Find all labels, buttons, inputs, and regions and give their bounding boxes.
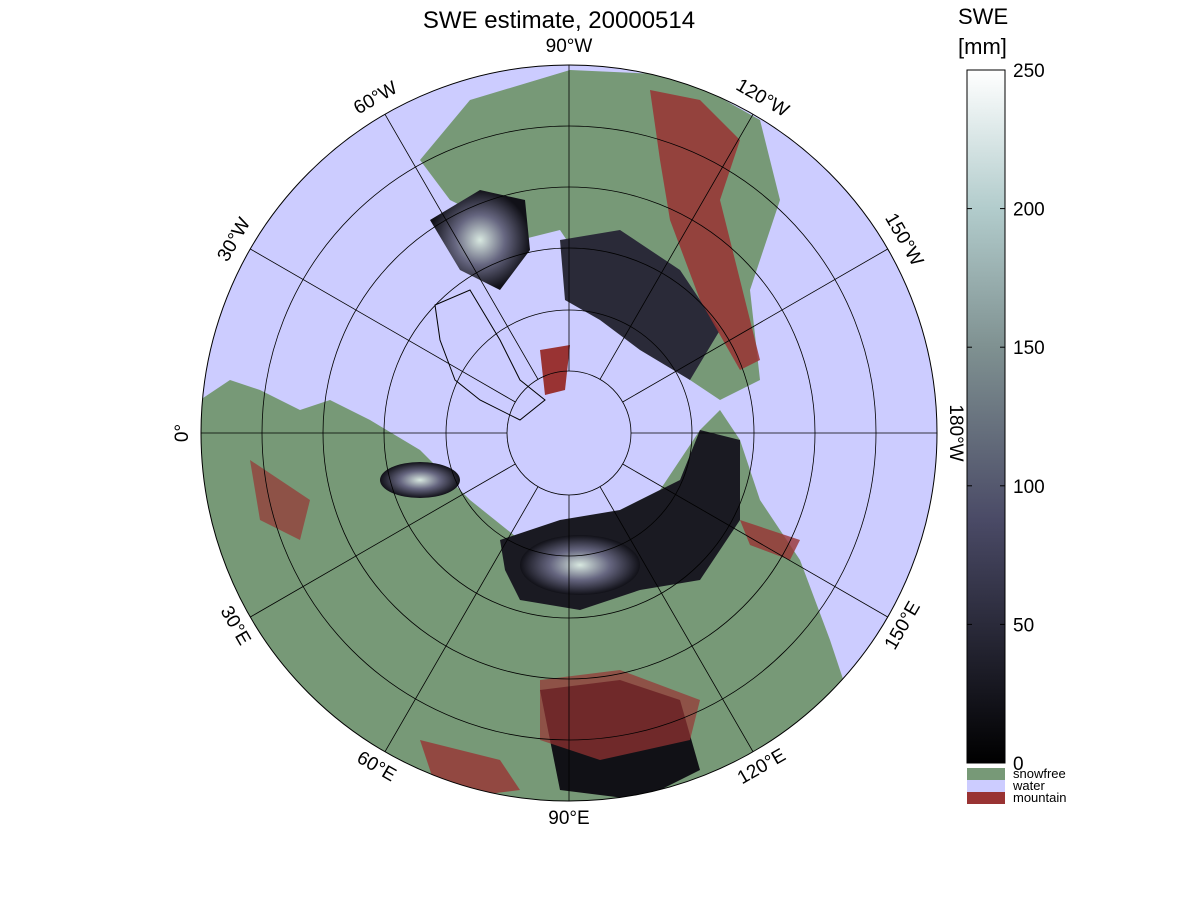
meridian-label: 0° <box>172 424 193 442</box>
legend-swatch <box>967 780 1005 792</box>
colorbar-title: [mm] <box>958 34 1007 59</box>
snow <box>560 230 720 380</box>
colorbar-tick-label: 50 <box>1013 615 1034 636</box>
colorbar-scale <box>966 69 1006 764</box>
meridian-line <box>250 248 516 403</box>
greenland <box>434 289 546 421</box>
meridian-label: 90°W <box>546 36 593 57</box>
colorbar-tick-label: 100 <box>1013 477 1045 498</box>
meridian-line <box>622 248 888 403</box>
colorbar-tick-label: 200 <box>1013 200 1045 221</box>
legend-label: water <box>1012 778 1045 793</box>
colorbar-tick-label: 0 <box>1013 754 1024 775</box>
mountain <box>250 460 310 540</box>
colorbar-tick-label: 150 <box>1013 338 1045 359</box>
legend-label: snowfree <box>1013 766 1066 781</box>
snow <box>520 535 640 595</box>
legend-label: mountain <box>1013 790 1066 805</box>
snow <box>380 462 460 498</box>
meridian-line <box>384 114 539 380</box>
meridian-line <box>250 463 516 618</box>
legend-swatch <box>967 768 1005 780</box>
mountain <box>540 670 700 760</box>
legend-swatch <box>967 792 1005 804</box>
mountain <box>650 90 760 370</box>
mountain <box>540 345 570 395</box>
colorbar-tick-label: 250 <box>1013 61 1045 82</box>
meridian-line <box>622 463 888 618</box>
meridian-label: 180°W <box>945 404 966 461</box>
meridian-label: 90°E <box>548 808 589 829</box>
polar-map <box>201 65 937 801</box>
map-title: SWE estimate, 20000514 <box>423 7 695 34</box>
meridian-line <box>384 486 539 752</box>
meridian-line <box>599 114 754 380</box>
colorbar-title: SWE <box>958 4 1008 29</box>
graticule <box>201 65 937 801</box>
colorbar: SWE [mm] 0 50 100 150 200 250 snowfreewatermount… <box>958 4 1066 805</box>
map-border <box>200 64 938 802</box>
meridian-line <box>599 486 754 752</box>
